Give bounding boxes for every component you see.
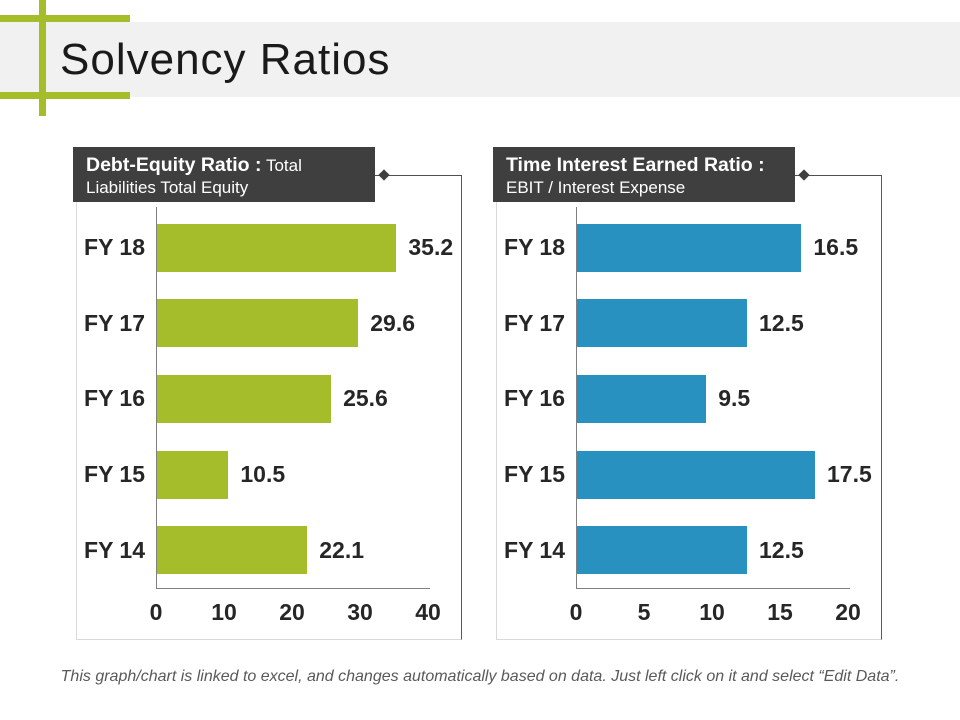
bar <box>577 526 747 575</box>
bar-value-label: 10.5 <box>240 461 286 488</box>
x-tick-label: 20 <box>279 599 305 625</box>
decorative-green-line-bottom <box>0 92 130 99</box>
category-label: FY 18 <box>504 234 565 261</box>
bar <box>577 223 802 272</box>
bar <box>157 375 332 423</box>
bar <box>577 299 747 348</box>
chart-subtitle: EBIT / Interest Expense <box>506 177 686 197</box>
category-label: FY 18 <box>84 234 145 261</box>
decorative-green-line-vertical <box>39 0 46 116</box>
debt-equity-ratio-chart[interactable]: FY 18 35.2 FY 17 29.6 FY 16 25.6 FY 15 10.5 FY 1… <box>73 147 463 640</box>
x-tick-label: 20 <box>835 599 861 625</box>
bar-value-label: 35.2 <box>408 234 454 261</box>
category-label: FY 16 <box>84 385 145 412</box>
category-label: FY 14 <box>504 536 565 563</box>
category-label: FY 17 <box>84 309 145 336</box>
category-label: FY 15 <box>84 461 145 488</box>
chart-plot-area: FY 18 16.5 FY 17 12.5 FY 16 9.5 FY 15 17.5 FY 14… <box>497 176 881 639</box>
x-tick-label: 40 <box>415 599 441 625</box>
chart-title: Time Interest Earned Ratio : <box>506 154 765 176</box>
bar-value-label: 12.5 <box>759 309 804 336</box>
bar <box>157 299 359 348</box>
time-interest-earned-ratio-chart[interactable]: FY 18 16.5 FY 17 12.5 FY 16 9.5 FY 15 17.5 FY 14… <box>493 147 883 640</box>
x-tick-label: 0 <box>149 599 163 625</box>
chart-subtitle: Total Liabilities Total Equity <box>86 156 302 197</box>
x-tick-label: 15 <box>767 599 793 625</box>
chart-panel[interactable]: FY 18 35.2 FY 17 29.6 FY 16 25.6 FY 15 10.5 FY 1… <box>76 175 462 640</box>
x-tick-label: 5 <box>637 599 651 625</box>
x-tick-label: 10 <box>211 599 237 625</box>
bar <box>157 223 397 272</box>
bar-value-label: 29.6 <box>370 309 416 336</box>
bar-value-label: 9.5 <box>718 385 751 412</box>
bar <box>157 450 229 499</box>
page-title: Solvency Ratios <box>60 34 391 84</box>
y-axis-line <box>156 207 157 588</box>
bar-value-label: 12.5 <box>759 536 804 563</box>
bar-value-label: 22.1 <box>319 536 365 563</box>
category-label: FY 15 <box>504 461 565 488</box>
bar-value-label: 25.6 <box>343 385 388 412</box>
chart-title-callout: Debt-Equity Ratio : Total Liabilities To… <box>73 147 375 202</box>
decorative-green-line-top <box>0 15 130 22</box>
x-tick-label: 10 <box>699 599 725 625</box>
footer-note: This graph/chart is linked to excel, and… <box>60 668 900 685</box>
bar <box>577 450 815 499</box>
x-tick-label: 0 <box>569 599 583 625</box>
title-band: Solvency Ratios <box>0 22 960 97</box>
bar-value-label: 16.5 <box>813 234 859 261</box>
bar <box>157 526 308 575</box>
x-axis-line <box>576 588 850 589</box>
chart-panel[interactable]: FY 18 16.5 FY 17 12.5 FY 16 9.5 FY 15 17.5 FY 14… <box>496 175 882 640</box>
category-label: FY 14 <box>84 536 145 563</box>
chart-title-callout: Time Interest Earned Ratio : EBIT / Inte… <box>493 147 795 202</box>
y-axis-line <box>576 207 577 588</box>
category-label: FY 17 <box>504 309 565 336</box>
chart-title: Debt-Equity Ratio : <box>86 154 262 176</box>
chart-plot-area: FY 18 35.2 FY 17 29.6 FY 16 25.6 FY 15 10.5 FY 1… <box>77 176 461 639</box>
bar-value-label: 17.5 <box>827 461 872 488</box>
category-label: FY 16 <box>504 385 565 412</box>
x-axis-line <box>156 588 430 589</box>
x-tick-label: 30 <box>347 599 373 625</box>
bar <box>577 375 707 423</box>
